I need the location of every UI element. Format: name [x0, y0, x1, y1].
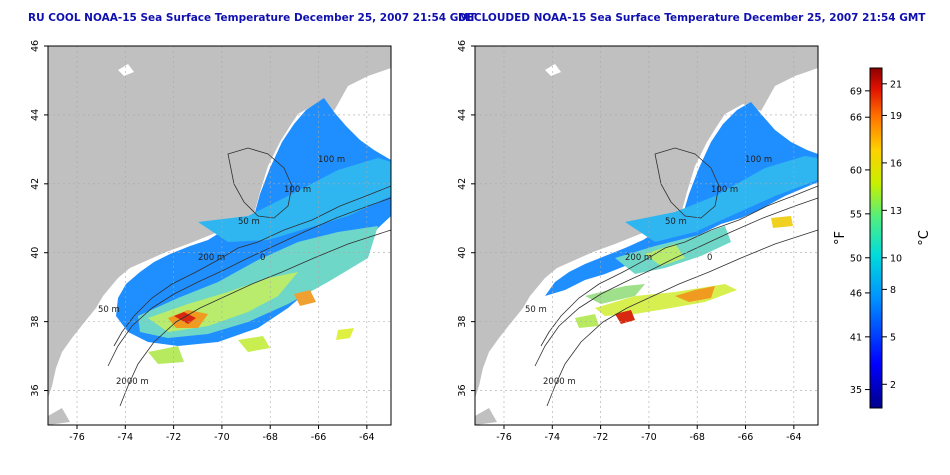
x-axis: -76 -74 -72 -70 -68 -66 -64	[496, 425, 802, 443]
celsius-ticks: 21 19 16 13 10 8 5 2	[882, 79, 902, 391]
celsius-tick-label: 13	[890, 206, 902, 217]
y-tick-label: 42	[30, 178, 41, 190]
celsius-tick-label: 16	[890, 158, 902, 169]
temperature-colorbar: 69 66 60 55 50 46 41 35 21 19 16 13 10 8 5 2 °F °C	[833, 67, 932, 409]
x-tick-label: -76	[69, 432, 85, 443]
fahrenheit-tick-label: 69	[850, 86, 862, 97]
x-tick-label: -72	[166, 432, 182, 443]
y-axis: 46 44 42 40 38 36	[457, 40, 475, 397]
contour-label-2000m: 2000 m	[116, 377, 149, 387]
y-tick-label: 46	[30, 40, 41, 52]
contour-label-0: 0	[260, 253, 265, 263]
contour-label-100m-a: 100 m	[711, 185, 738, 195]
fahrenheit-tick-label: 66	[850, 113, 862, 124]
y-tick-label: 36	[30, 384, 41, 396]
x-tick-label: -66	[738, 432, 754, 443]
x-tick-label: -68	[262, 432, 278, 443]
celsius-tick-label: 2	[890, 380, 896, 391]
y-tick-label: 36	[457, 384, 468, 396]
celsius-tick-label: 8	[890, 285, 896, 296]
fahrenheit-tick-label: 46	[850, 288, 862, 299]
x-tick-label: -74	[118, 432, 134, 443]
y-tick-label: 44	[30, 109, 41, 121]
colorbar-scale	[869, 67, 883, 409]
fahrenheit-tick-label: 55	[850, 209, 862, 220]
contour-label-50m-a: 50 m	[665, 217, 687, 227]
y-tick-label: 38	[457, 316, 468, 328]
contour-label-100m-a: 100 m	[284, 185, 311, 195]
left-map-title: RU COOL NOAA-15 Sea Surface Temperature …	[28, 12, 476, 24]
x-tick-label: -74	[545, 432, 561, 443]
fahrenheit-tick-label: 50	[850, 253, 862, 264]
x-tick-label: -64	[786, 432, 802, 443]
graticule	[475, 45, 818, 425]
celsius-tick-label: 5	[890, 332, 896, 343]
x-tick-label: -72	[593, 432, 609, 443]
fahrenheit-tick-label: 35	[850, 385, 862, 396]
bathymetry-contours	[107, 147, 392, 407]
celsius-label: °C	[917, 230, 932, 246]
celsius-tick-label: 19	[890, 111, 902, 122]
x-tick-label: -68	[689, 432, 705, 443]
contour-label-100m-b: 100 m	[745, 155, 772, 165]
contour-label-2000m: 2000 m	[543, 377, 576, 387]
celsius-tick-label: 21	[890, 79, 902, 90]
fahrenheit-label: °F	[833, 231, 848, 245]
contour-label-50m-b: 50 m	[98, 305, 120, 315]
right-sst-map: 100 m 100 m 50 m 200 m 50 m 2000 m 0 -76…	[457, 40, 819, 443]
y-tick-label: 40	[457, 247, 468, 259]
contour-label-200m: 200 m	[625, 253, 652, 263]
x-axis: -76 -74 -72 -70 -68 -66 -64	[69, 425, 375, 443]
y-tick-label: 46	[457, 40, 468, 52]
fahrenheit-tick-label: 41	[850, 332, 862, 343]
x-tick-label: -66	[311, 432, 327, 443]
y-tick-label: 42	[457, 178, 468, 190]
left-sst-map: 100 m 100 m 50 m 200 m 50 m 2000 m 0 -76…	[30, 40, 392, 443]
y-tick-label: 40	[30, 247, 41, 259]
y-tick-label: 44	[457, 109, 468, 121]
sst-field	[545, 102, 818, 328]
y-tick-label: 38	[30, 316, 41, 328]
fahrenheit-tick-label: 60	[850, 165, 862, 176]
contour-label-50m-a: 50 m	[238, 217, 260, 227]
contour-label-0: 0	[707, 253, 712, 263]
fahrenheit-ticks: 69 66 60 55 50 46 41 35	[850, 86, 870, 396]
bathymetry-contours	[534, 147, 819, 407]
right-map-title: DECLOUDED NOAA-15 Sea Surface Temperatur…	[458, 12, 926, 24]
contour-label-200m: 200 m	[198, 253, 225, 263]
x-tick-label: -70	[641, 432, 657, 443]
x-tick-label: -76	[496, 432, 512, 443]
contour-label-100m-b: 100 m	[318, 155, 345, 165]
x-tick-label: -70	[214, 432, 230, 443]
celsius-tick-label: 10	[890, 253, 902, 264]
contour-label-50m-b: 50 m	[525, 305, 547, 315]
y-axis: 46 44 42 40 38 36	[30, 40, 48, 397]
x-tick-label: -64	[359, 432, 375, 443]
